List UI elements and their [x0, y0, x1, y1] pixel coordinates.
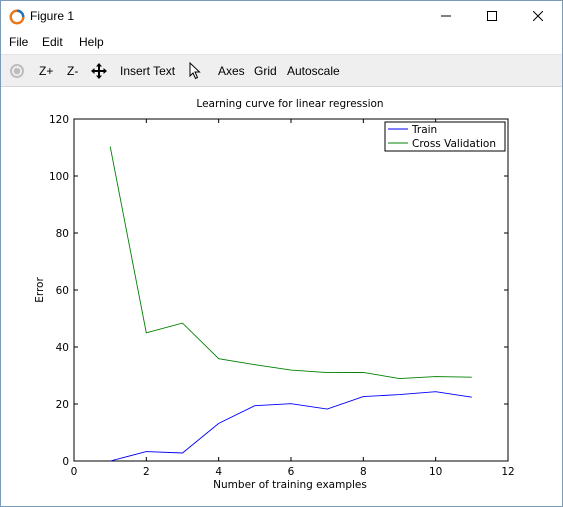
y-tick-label: 100	[49, 171, 69, 183]
y-tick-label: 120	[49, 114, 69, 126]
x-axis-label: Number of training examples	[213, 479, 367, 491]
cross-validation-error-line	[109, 146, 472, 380]
close-icon	[533, 11, 543, 21]
y-axis-label: Error	[34, 277, 46, 303]
plot-area	[73, 118, 509, 462]
autoscale-button[interactable]: Autoscale	[287, 64, 340, 78]
close-button[interactable]	[515, 1, 561, 31]
menu-file[interactable]: File	[9, 35, 29, 49]
x-tick-label: 0	[71, 466, 78, 478]
grid-button[interactable]: Grid	[254, 64, 277, 78]
zoom-in-button[interactable]: Z+	[39, 64, 54, 78]
y-tick-label: 0	[62, 456, 69, 468]
x-tick-label: 10	[429, 466, 442, 478]
x-tick-label: 2	[143, 466, 150, 478]
x-tick-label: 6	[288, 466, 295, 478]
maximize-button[interactable]	[469, 1, 515, 31]
x-tick-label: 12	[501, 466, 514, 478]
figure-canvas: Learning curve for linear regression 0 20…	[1, 88, 562, 506]
maximize-icon	[487, 11, 497, 21]
pan-icon[interactable]	[90, 62, 108, 83]
x-tick-label: 4	[215, 466, 222, 478]
train-error-line	[110, 391, 472, 462]
window-title: Figure 1	[30, 9, 75, 23]
rotate-icon[interactable]	[9, 63, 25, 82]
title-bar[interactable]: Figure 1	[1, 1, 562, 31]
legend: Train Cross Validation	[384, 121, 506, 152]
axes-button[interactable]: Axes	[218, 64, 245, 78]
chart-title: Learning curve for linear regression	[196, 98, 383, 110]
x-tick-label: 8	[360, 466, 367, 478]
legend-cv-label: Cross Validation	[412, 138, 496, 150]
line-chart: Learning curve for linear regression 020…	[34, 98, 515, 491]
y-tick-label: 80	[56, 228, 69, 240]
y-tick-label: 20	[56, 399, 69, 411]
insert-text-button[interactable]: Insert Text	[120, 64, 176, 78]
figure-toolbar: Z+ Z- Insert Text Axes Grid Autoscale	[1, 54, 562, 87]
menu-help[interactable]: Help	[79, 35, 104, 49]
octave-app-icon	[9, 9, 25, 25]
y-tick-label: 60	[56, 285, 69, 297]
menu-bar: File Edit Help	[1, 31, 562, 53]
minimize-button[interactable]	[423, 1, 469, 31]
zoom-out-button[interactable]: Z-	[67, 64, 79, 78]
minimize-icon	[441, 15, 451, 17]
menu-edit[interactable]: Edit	[42, 35, 63, 49]
select-cursor-icon[interactable]	[189, 61, 201, 83]
legend-train-label: Train	[411, 124, 437, 136]
legend-box	[384, 121, 506, 152]
y-tick-label: 40	[56, 342, 69, 354]
